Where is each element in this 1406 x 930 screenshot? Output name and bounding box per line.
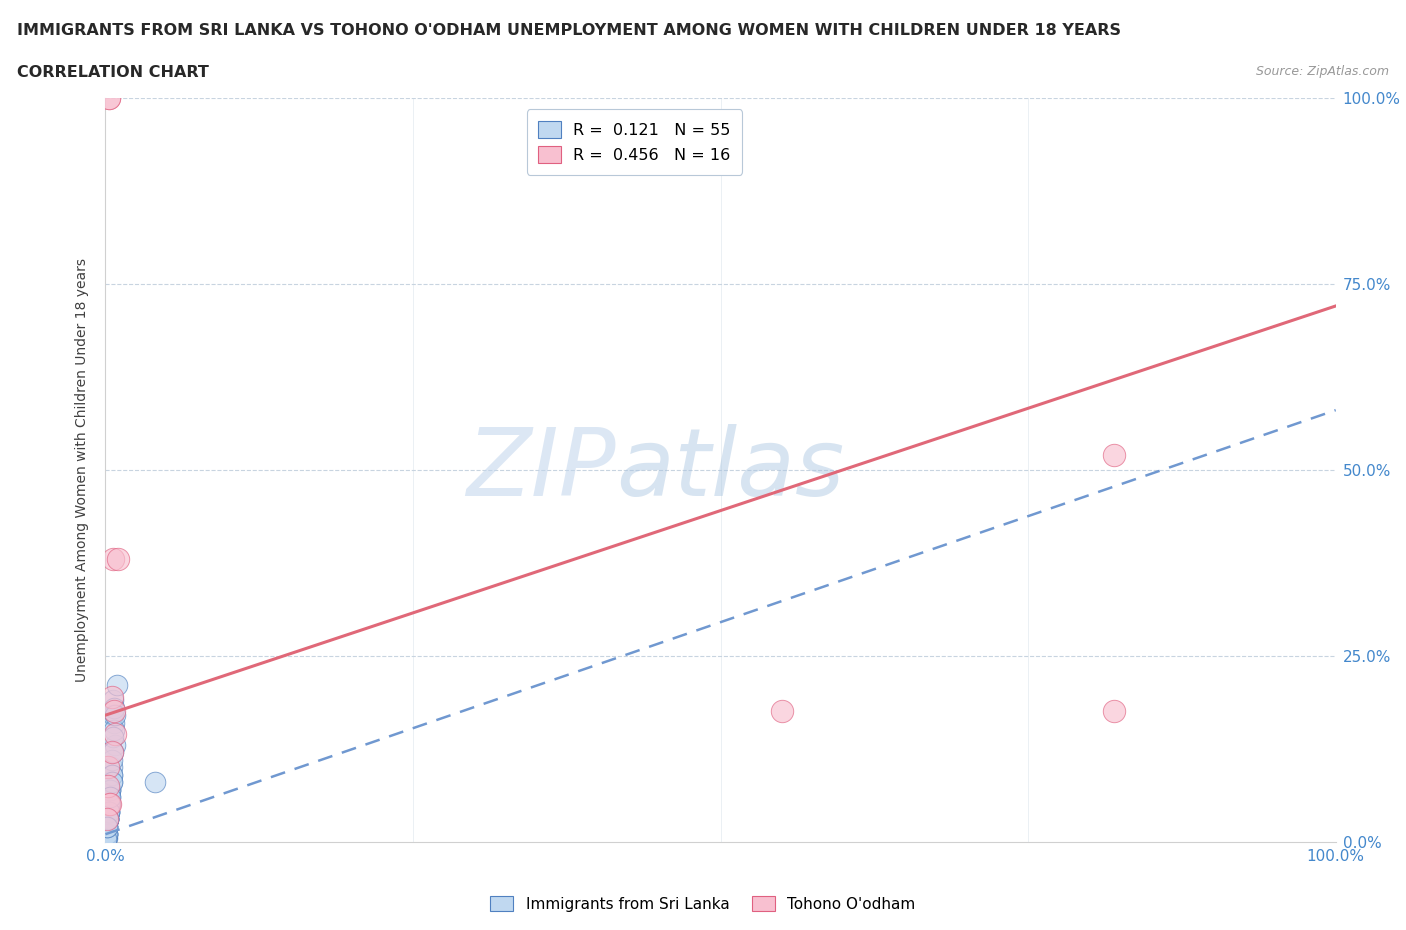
Y-axis label: Unemployment Among Women with Children Under 18 years: Unemployment Among Women with Children U… [76, 258, 90, 682]
Point [98, 790, 122, 804]
Text: ZIP: ZIP [467, 424, 616, 515]
Point [96, 830, 118, 845]
Point [97, 760, 120, 775]
Point [98, 790, 122, 804]
Point [98, 775, 121, 790]
Point [97, 778, 120, 793]
Point [770, 704, 793, 719]
Point [97, 812, 120, 827]
Point [97, 804, 120, 819]
Point [96, 812, 118, 827]
Point [1102, 447, 1125, 462]
Point [100, 775, 122, 790]
Point [98, 790, 121, 804]
Point [104, 737, 127, 752]
Text: Source: ZipAtlas.com: Source: ZipAtlas.com [1256, 65, 1389, 78]
Point [98, 797, 121, 812]
Point [104, 708, 127, 723]
Point [96, 832, 118, 847]
Point [103, 700, 125, 715]
Point [98, 782, 122, 797]
Point [103, 715, 125, 730]
Point [101, 745, 124, 760]
Point [96, 819, 118, 834]
Legend: R =  0.121   N = 55, R =  0.456   N = 16: R = 0.121 N = 55, R = 0.456 N = 16 [527, 110, 742, 175]
Point [96, 827, 118, 842]
Point [96, 819, 118, 834]
Point [100, 767, 122, 782]
Text: IMMIGRANTS FROM SRI LANKA VS TOHONO O'ODHAM UNEMPLOYMENT AMONG WOMEN WITH CHILDR: IMMIGRANTS FROM SRI LANKA VS TOHONO O'OD… [17, 23, 1121, 38]
Point [107, 551, 129, 566]
Legend: Immigrants from Sri Lanka, Tohono O'odham: Immigrants from Sri Lanka, Tohono O'odha… [484, 889, 922, 918]
Point [100, 760, 122, 775]
Point [101, 551, 124, 566]
Point [96, 827, 118, 842]
Point [103, 704, 125, 719]
Point [98, 797, 122, 812]
Point [96, 827, 118, 842]
Point [105, 678, 128, 693]
Point [96, 819, 118, 834]
Point [97, 812, 120, 827]
Point [100, 752, 122, 767]
Point [98, 804, 121, 819]
Point [1102, 704, 1125, 719]
Point [104, 726, 127, 741]
Point [98, 797, 121, 812]
Point [97, 812, 120, 827]
Point [100, 767, 122, 782]
Point [97, 812, 120, 827]
Point [97, 812, 120, 827]
Point [94, 832, 117, 847]
Point [96, 827, 118, 842]
Point [98, 782, 122, 797]
Point [101, 693, 124, 708]
Point [96, 830, 118, 845]
Point [100, 745, 122, 760]
Point [103, 723, 125, 737]
Point [98, 797, 122, 812]
Point [98, 804, 121, 819]
Point [98, 90, 121, 105]
Point [97, 812, 120, 827]
Point [98, 804, 121, 819]
Point [97, 804, 120, 819]
Text: atlas: atlas [616, 424, 844, 515]
Point [101, 708, 124, 723]
Point [96, 819, 118, 834]
Text: CORRELATION CHART: CORRELATION CHART [17, 65, 208, 80]
Point [98, 782, 122, 797]
Point [96, 827, 118, 842]
Point [98, 804, 121, 819]
Point [94, 830, 117, 845]
Point [98, 90, 121, 105]
Point [100, 775, 122, 790]
Point [96, 831, 118, 846]
Point [100, 689, 122, 704]
Point [143, 775, 166, 790]
Point [96, 819, 118, 834]
Point [97, 812, 120, 827]
Point [101, 730, 124, 745]
